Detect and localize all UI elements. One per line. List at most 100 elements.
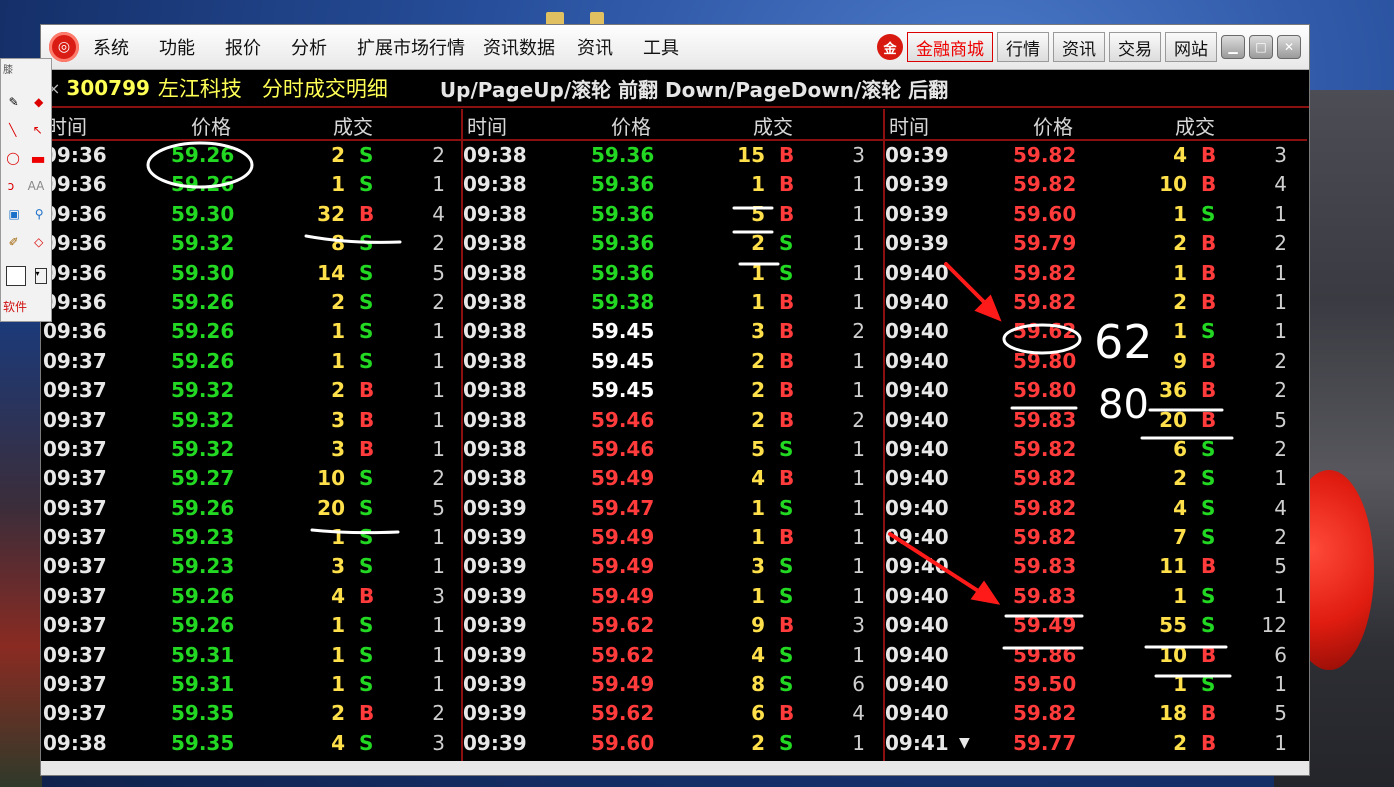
color-picker[interactable] — [6, 266, 26, 286]
menu-info[interactable]: 资讯 — [577, 34, 613, 60]
finance-mall-button[interactable]: 金融商城 — [907, 32, 993, 62]
tick-direction: B — [779, 349, 794, 373]
table-row[interactable]: 09:37 59.32 3 B 1 — [41, 406, 461, 435]
table-row[interactable]: 09:36 59.30 32 B 4 — [41, 200, 461, 229]
table-row[interactable]: 09:38 59.35 4 S 3 — [41, 729, 461, 758]
scroll-down-marker-icon[interactable]: ▼ — [959, 735, 970, 751]
menu-quote[interactable]: 报价 — [225, 34, 261, 60]
table-row[interactable]: 09:40 59.82 2 B 1 — [883, 288, 1307, 317]
table-row[interactable]: 09:37 59.32 3 B 1 — [41, 435, 461, 464]
table-row[interactable]: 09:40 59.83 11 B 5 — [883, 552, 1307, 581]
table-row[interactable]: 09:39 59.82 10 B 4 — [883, 170, 1307, 199]
table-row[interactable]: 09:39 59.49 1 S 1 — [461, 582, 883, 611]
table-row[interactable]: 09:40 59.82 4 S 4 — [883, 494, 1307, 523]
table-row[interactable]: 09:38 59.45 2 B 1 — [461, 347, 883, 376]
table-row[interactable]: 09:40 59.50 1 S 1 — [883, 670, 1307, 699]
trade-button[interactable]: 交易 — [1109, 32, 1161, 62]
table-row[interactable]: 09:40 59.82 7 S 2 — [883, 523, 1307, 552]
table-row[interactable]: 09:37 59.31 1 S 1 — [41, 670, 461, 699]
table-row[interactable]: 09:38 59.36 2 S 1 — [461, 229, 883, 258]
table-row[interactable]: 09:39 59.49 8 S 6 — [461, 670, 883, 699]
chevron-down-icon[interactable]: ▾ — [35, 268, 47, 284]
table-row[interactable]: 09:36 59.26 2 S 2 — [41, 288, 461, 317]
table-row[interactable]: 09:39 59.62 6 B 4 — [461, 699, 883, 728]
tick-count: 2 — [432, 701, 445, 725]
line-icon[interactable]: ╲ — [9, 123, 16, 137]
table-row[interactable]: 09:40 59.82 6 S 2 — [883, 435, 1307, 464]
curve-icon[interactable]: ↄ — [8, 179, 15, 193]
table-row[interactable]: 09:37 59.23 3 S 1 — [41, 552, 461, 581]
table-row[interactable]: 09:39 59.62 4 S 1 — [461, 641, 883, 670]
table-row[interactable]: 09:38 59.36 1 S 1 — [461, 259, 883, 288]
menu-function[interactable]: 功能 — [159, 34, 195, 60]
table-row[interactable]: 09:37 59.23 1 S 1 — [41, 523, 461, 552]
tick-price: 59.86 — [1013, 643, 1076, 667]
table-row[interactable]: 09:41 59.77 2 B 1 ▼ — [883, 729, 1307, 758]
arrow-icon[interactable]: ↖ — [33, 123, 43, 137]
table-row[interactable]: 09:37 59.26 4 B 3 — [41, 582, 461, 611]
ellipse-icon[interactable]: ◯ — [6, 151, 19, 165]
table-row[interactable]: 09:39 59.49 1 B 1 — [461, 523, 883, 552]
table-row[interactable]: 09:39 59.62 9 B 3 — [461, 611, 883, 640]
table-row[interactable]: 09:36 59.32 8 S 2 — [41, 229, 461, 258]
table-row[interactable]: 09:36 59.26 2 S 2 — [41, 141, 461, 170]
table-row[interactable]: 09:36 59.30 14 S 5 — [41, 259, 461, 288]
menu-extended-market[interactable]: 扩展市场行情 — [357, 34, 465, 60]
market-button[interactable]: 行情 — [997, 32, 1049, 62]
menu-analysis[interactable]: 分析 — [291, 34, 327, 60]
info-button[interactable]: 资讯 — [1053, 32, 1105, 62]
table-row[interactable]: 09:37 59.31 1 S 1 — [41, 641, 461, 670]
table-row[interactable]: 09:38 59.36 5 B 1 — [461, 200, 883, 229]
table-row[interactable]: 09:38 59.36 15 B 3 — [461, 141, 883, 170]
menu-tools[interactable]: 工具 — [643, 34, 679, 60]
table-row[interactable]: 09:39 59.49 3 S 1 — [461, 552, 883, 581]
table-row[interactable]: 09:38 59.38 1 B 1 — [461, 288, 883, 317]
diamond-icon[interactable]: ◇ — [34, 235, 43, 249]
table-row[interactable]: 09:38 59.36 1 B 1 — [461, 170, 883, 199]
table-row[interactable]: 09:37 59.26 1 S 1 — [41, 611, 461, 640]
maximize-icon[interactable]: □ — [1249, 35, 1273, 59]
table-row[interactable]: 09:37 59.32 2 B 1 — [41, 376, 461, 405]
rectangle-icon[interactable]: ▬ — [31, 149, 46, 168]
pen-icon[interactable]: ✎ — [9, 95, 19, 109]
screen-icon[interactable]: ▣ — [8, 207, 19, 221]
table-row[interactable]: 09:36 59.26 1 S 1 — [41, 317, 461, 346]
zoom-icon[interactable]: ⚲ — [35, 207, 44, 221]
table-row[interactable]: 09:40 59.82 2 S 1 — [883, 464, 1307, 493]
app-logo-icon[interactable]: ◎ — [49, 32, 79, 62]
table-row[interactable]: 09:40 59.80 36 B 2 — [883, 376, 1307, 405]
menu-info-data[interactable]: 资讯数据 — [483, 34, 555, 60]
minimize-icon[interactable]: ▁ — [1221, 35, 1245, 59]
table-row[interactable]: 09:38 59.46 2 B 2 — [461, 406, 883, 435]
table-row[interactable]: 09:40 59.83 20 B 5 — [883, 406, 1307, 435]
table-row[interactable]: 09:37 59.26 20 S 5 — [41, 494, 461, 523]
table-row[interactable]: 09:40 59.86 10 B 6 — [883, 641, 1307, 670]
table-row[interactable]: 09:38 59.46 5 S 1 — [461, 435, 883, 464]
paint-icon[interactable]: ✐ — [9, 235, 19, 249]
table-row[interactable]: 09:40 59.62 1 S 1 — [883, 317, 1307, 346]
table-row[interactable]: 09:37 59.35 2 B 2 — [41, 699, 461, 728]
table-row[interactable]: 09:38 59.45 3 B 2 — [461, 317, 883, 346]
table-row[interactable]: 09:40 59.82 1 B 1 — [883, 259, 1307, 288]
table-row[interactable]: 09:40 59.49 55 S 12 — [883, 611, 1307, 640]
table-row[interactable]: 09:37 59.27 10 S 2 — [41, 464, 461, 493]
menu-system[interactable]: 系统 — [93, 34, 129, 60]
eraser-icon[interactable]: ◆ — [34, 95, 43, 109]
table-row[interactable]: 09:39 59.79 2 B 2 — [883, 229, 1307, 258]
table-row[interactable]: 09:39 59.47 1 S 1 — [461, 494, 883, 523]
table-row[interactable]: 09:38 59.45 2 B 1 — [461, 376, 883, 405]
table-row[interactable]: 09:40 59.82 18 B 5 — [883, 699, 1307, 728]
table-row[interactable]: 09:38 59.49 4 B 1 — [461, 464, 883, 493]
text-icon[interactable]: AA — [28, 179, 45, 193]
table-row[interactable]: 09:40 59.83 1 S 1 — [883, 582, 1307, 611]
table-row[interactable]: 09:39 59.82 4 B 3 — [883, 141, 1307, 170]
table-row[interactable]: 09:36 59.26 1 S 1 — [41, 170, 461, 199]
table-row[interactable]: 09:39 59.60 2 S 1 — [461, 729, 883, 758]
table-row[interactable]: 09:39 59.60 1 S 1 — [883, 200, 1307, 229]
table-row[interactable]: 09:37 59.26 1 S 1 — [41, 347, 461, 376]
table-row[interactable]: 09:40 59.80 9 B 2 — [883, 347, 1307, 376]
finance-mall-icon[interactable]: 金 — [877, 34, 903, 60]
close-icon[interactable]: ✕ — [1277, 35, 1301, 59]
tick-volume: 7 — [1173, 525, 1187, 549]
website-button[interactable]: 网站 — [1165, 32, 1217, 62]
